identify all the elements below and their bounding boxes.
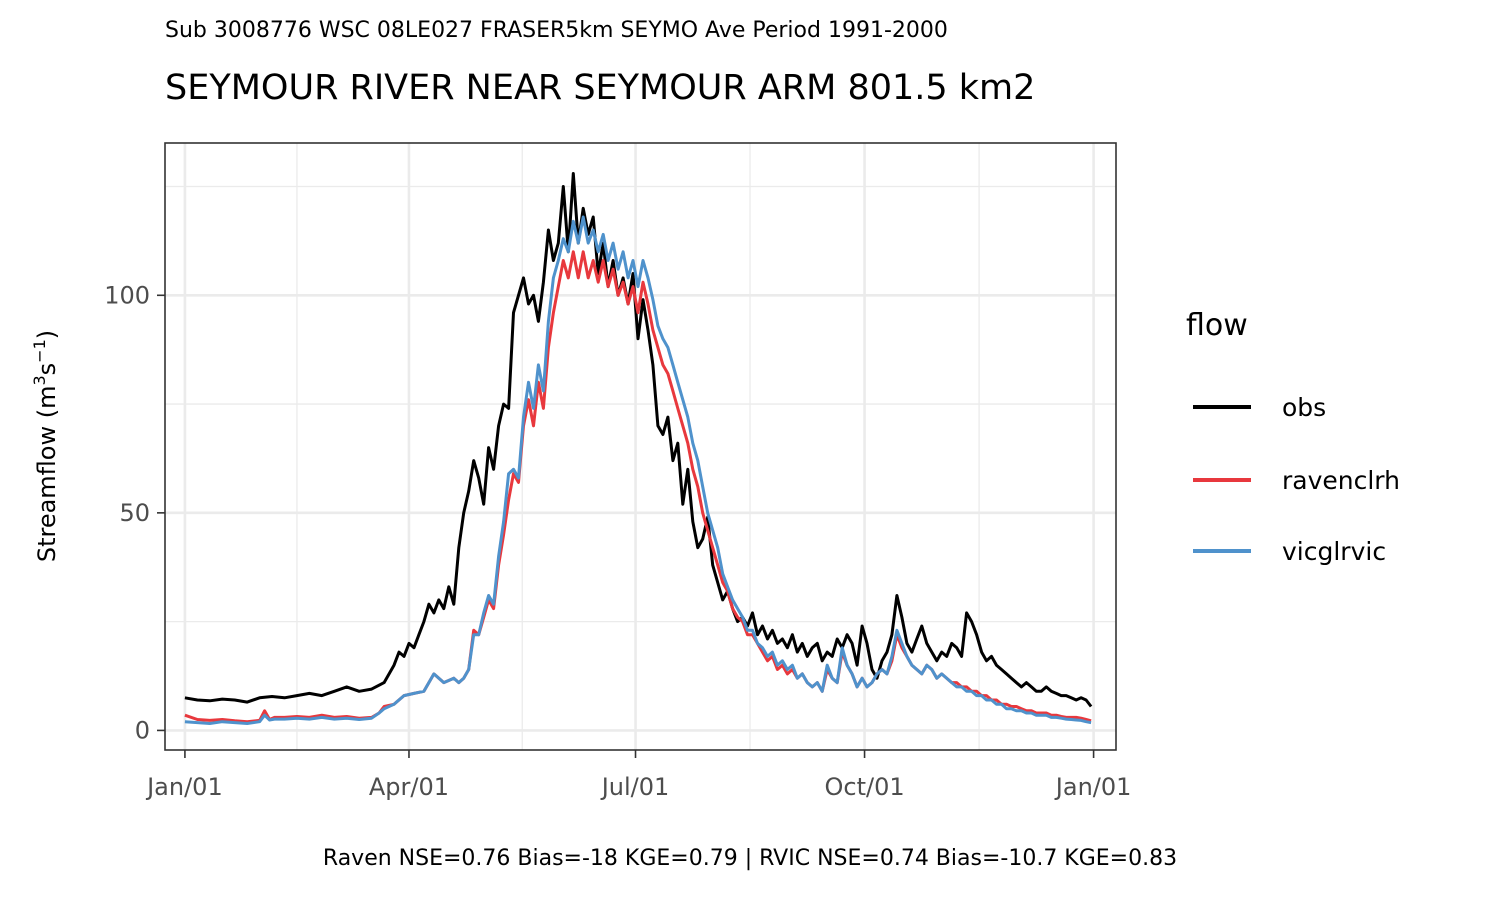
legend-title: flow: [1186, 308, 1248, 343]
legend-label-obs: obs: [1282, 392, 1327, 422]
y-tick-label: 0: [135, 716, 150, 744]
legend-item-obs: obs: [1193, 387, 1326, 427]
legend-item-vicglrvic: vicglrvic: [1193, 531, 1386, 571]
x-tick-label: Jan/01: [1054, 773, 1132, 801]
legend-key-vicglrvic: [1193, 549, 1251, 553]
metrics-caption: Raven NSE=0.76 Bias=-18 KGE=0.79 | RVIC …: [322, 846, 1178, 871]
panel-border: [164, 142, 1117, 751]
series-line-vicglrvic: [184, 215, 1092, 725]
series-layer: [184, 172, 1093, 725]
legend-key-obs: [1193, 405, 1251, 409]
series-line-obs: [184, 172, 1093, 708]
legend-item-ravenclrh: ravenclrh: [1193, 460, 1400, 500]
x-tick-label: Jan/01: [145, 773, 223, 801]
legend-label-vicglrvic: vicglrvic: [1282, 536, 1387, 566]
x-tick-label: Jul/01: [600, 773, 670, 801]
legend-label-ravenclrh: ravenclrh: [1282, 465, 1400, 495]
axis-layer: Jan/01 Apr/01 Jul/01 Oct/01 Jan/01 0 50 100: [104, 281, 1131, 801]
y-axis-title: Streamflow (m3s−1): [30, 330, 61, 562]
y-tick-label: 50: [119, 499, 150, 527]
y-tick-label: 100: [104, 281, 150, 309]
chart-title: SEYMOUR RIVER NEAR SEYMOUR ARM 801.5 km2: [165, 68, 1036, 108]
x-tick-label: Oct/01: [824, 773, 904, 801]
grid-layer: [165, 143, 1116, 750]
legend-key-ravenclrh: [1193, 478, 1251, 482]
chart-subtitle: Sub 3008776 WSC 08LE027 FRASER5km SEYMO …: [165, 18, 948, 43]
x-tick-label: Apr/01: [369, 773, 449, 801]
